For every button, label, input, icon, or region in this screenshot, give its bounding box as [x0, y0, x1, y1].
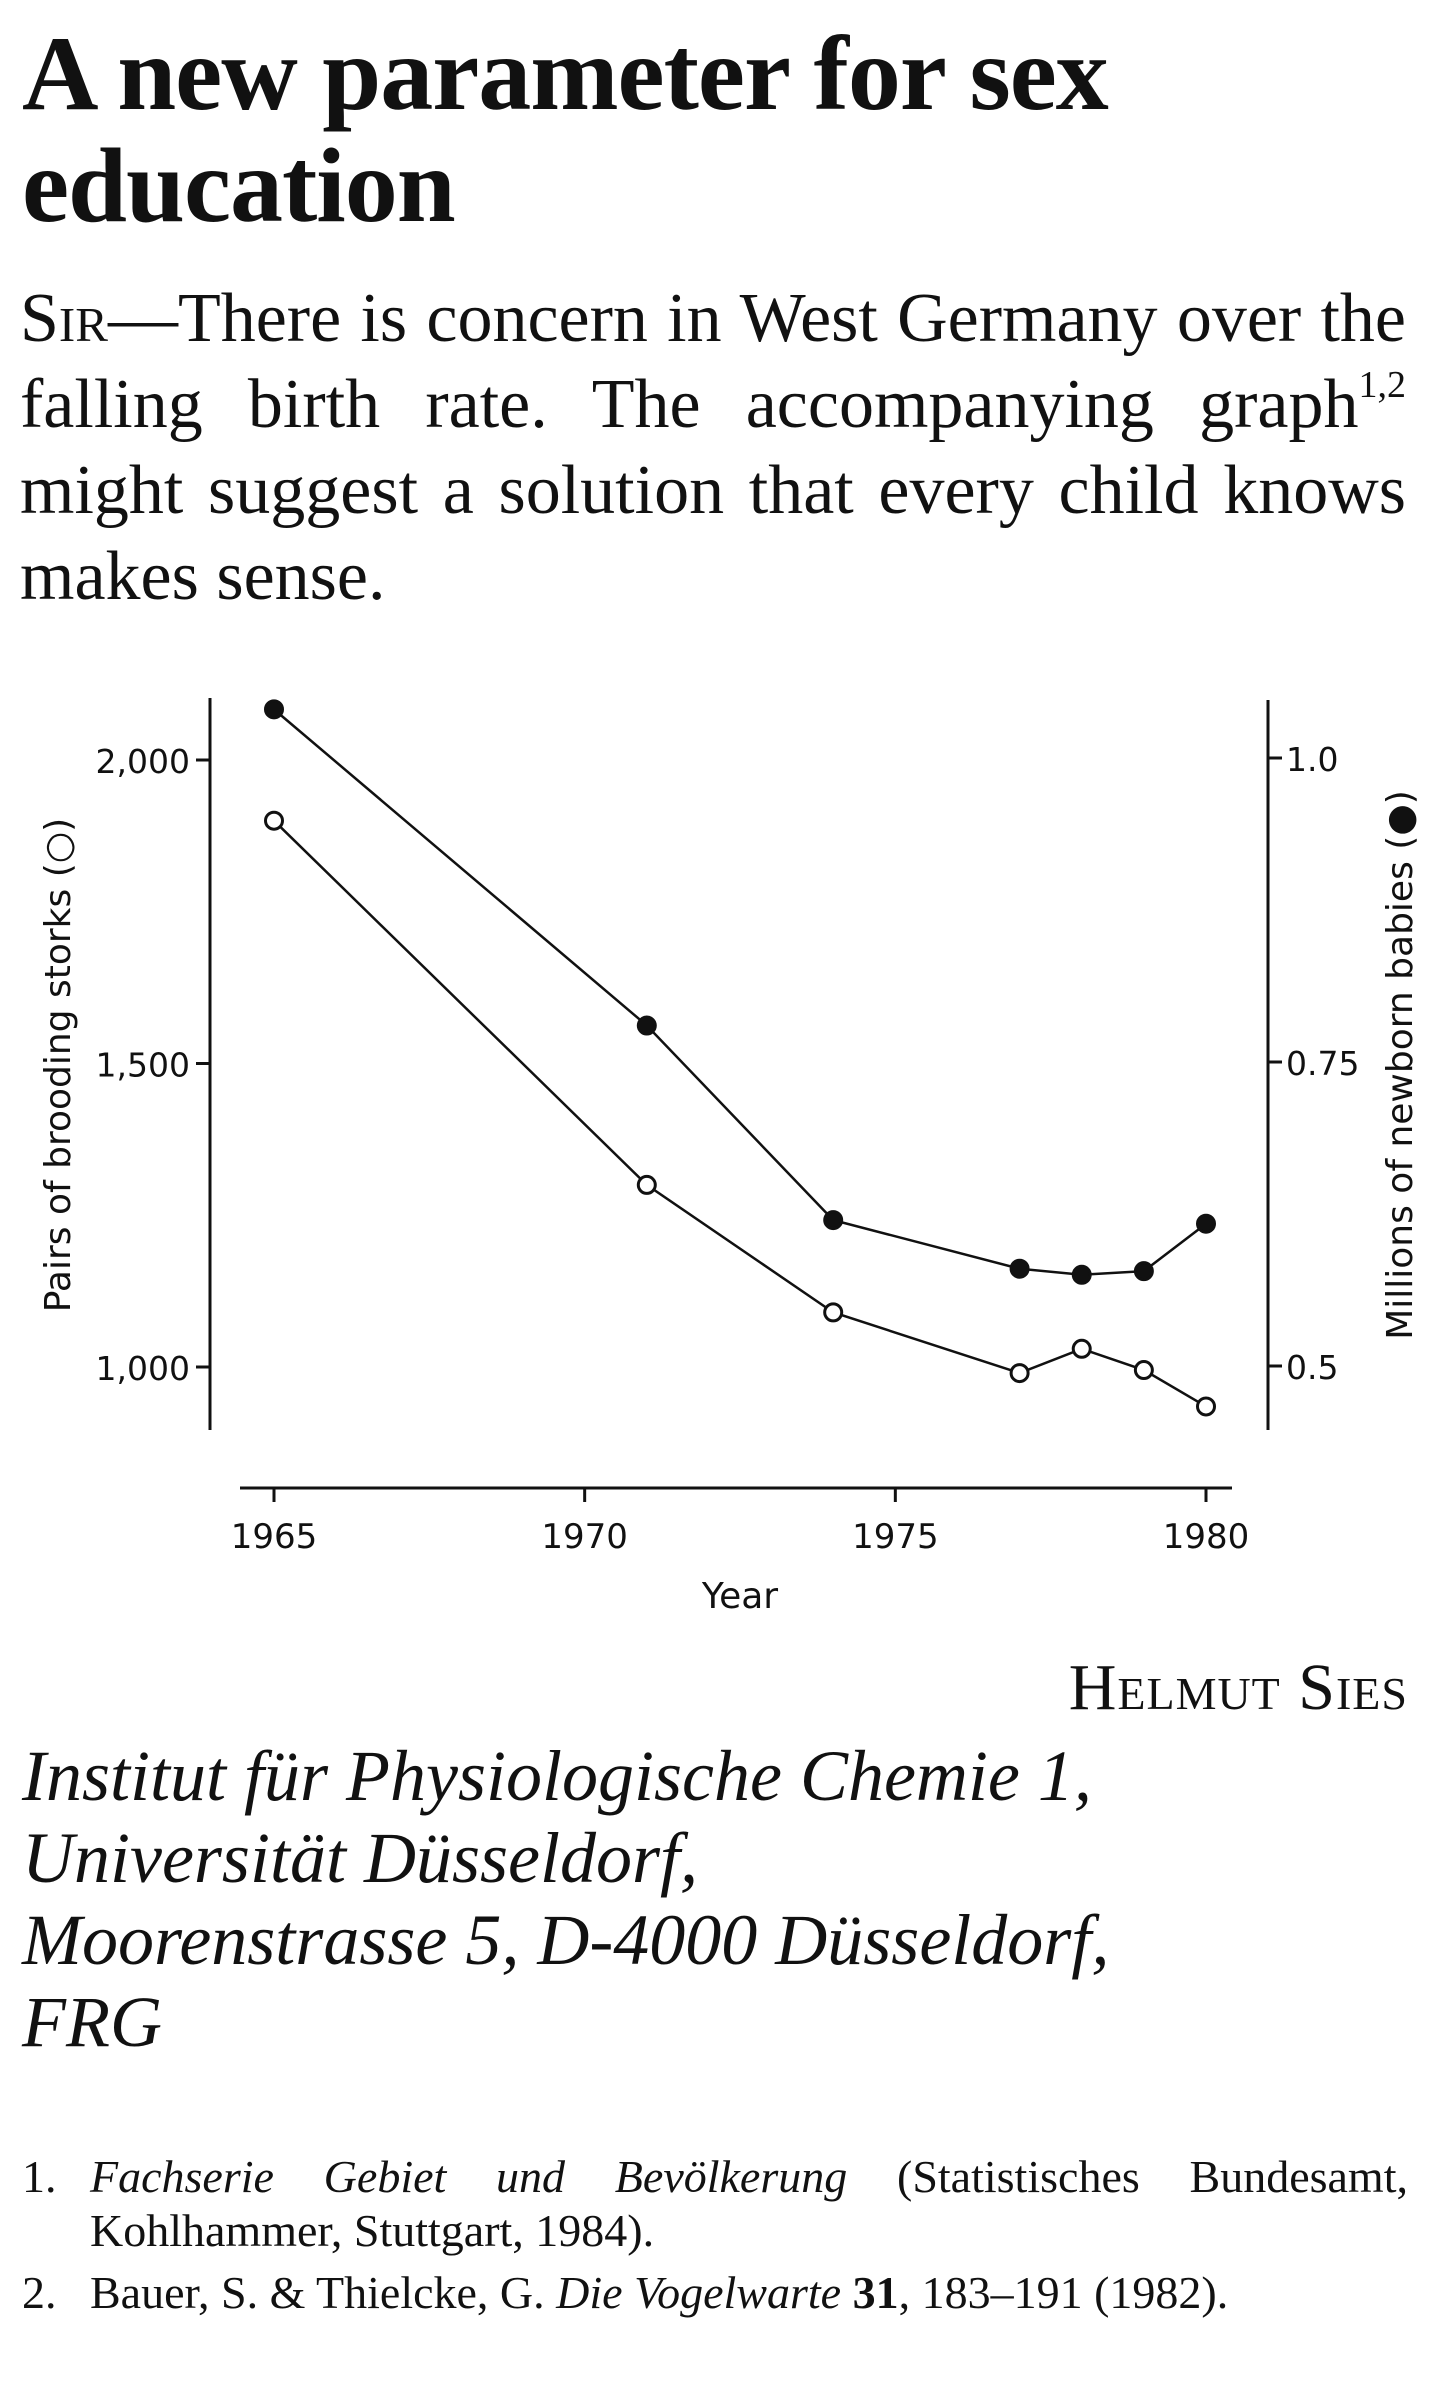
reference-journal: Die Vogelwarte [556, 2267, 842, 2318]
babies-series-line [273, 708, 1207, 1277]
affiliation: Institut für Physiologische Chemie 1, Un… [22, 1735, 1412, 2063]
affiliation-line: FRG [22, 1982, 162, 2062]
reference-item: 1. Fachserie Gebiet und Bevölkerung (Stat… [22, 2150, 1408, 2258]
chart-labels: 1,000 1,500 2,000 Pairs of brooding storks … [38, 740, 1421, 1617]
reference-item: 2. Bauer, S. & Thielcke, G. Die Vogelwart… [22, 2266, 1408, 2320]
babies-data-point [1071, 1264, 1092, 1285]
chart-axes [196, 698, 1282, 1502]
storks-data-point [1009, 1363, 1030, 1384]
babies-data-point [264, 699, 284, 720]
affiliation-line: Institut für Physiologische Chemie 1, [22, 1736, 1092, 1816]
reference-source: (Statistisches Bundesamt, Kohlhammer, St… [90, 2151, 1408, 2256]
author-name: Helmut Sies [1068, 1651, 1408, 1724]
storks-data-point [264, 810, 284, 831]
reference-title: Fachserie Gebiet und Bevölkerung [90, 2151, 848, 2202]
left-y-tick-label: 2,000 [96, 742, 190, 781]
storks-data-point [1133, 1360, 1154, 1381]
left-y-tick-label: 1,000 [96, 1349, 190, 1388]
storks-data-point [1071, 1338, 1092, 1359]
right-y-tick-label: 0.5 [1286, 1348, 1338, 1387]
babies-data-point [1133, 1261, 1154, 1282]
x-tick-label: 1980 [1163, 1517, 1250, 1557]
left-y-tick-label: 1,500 [96, 1046, 190, 1085]
stork-birth-chart: 1,000 1,500 2,000 Pairs of brooding storks … [38, 698, 1421, 1617]
affiliation-line: Moorenstrasse 5, D-4000 Düsseldorf, [22, 1900, 1110, 1980]
affiliation-line: Universität Düsseldorf, [22, 1818, 698, 1898]
x-tick-label: 1975 [852, 1517, 939, 1557]
right-y-tick-label: 0.75 [1286, 1044, 1359, 1083]
intro-text-end: might suggest a solution that every chil… [20, 452, 1406, 615]
right-y-axis-label: Millions of newborn babies (●) [1380, 790, 1421, 1340]
storks-data-point [1196, 1396, 1216, 1417]
intro-paragraph: Sir—There is concern in West Germany ove… [20, 276, 1406, 620]
reference-superscript: 1,2 [1358, 364, 1407, 406]
x-tick-label: 1965 [231, 1517, 318, 1557]
salutation: Sir [20, 280, 108, 357]
storks-data-point [823, 1302, 844, 1323]
reference-number: 1. [22, 2151, 57, 2202]
intro-text: —There is concern in West Germany over t… [20, 280, 1406, 443]
right-y-tick-label: 1.0 [1286, 740, 1338, 779]
babies-data-point [1196, 1213, 1216, 1234]
x-axis-label: Year [701, 1576, 778, 1617]
x-tick-label: 1970 [541, 1517, 628, 1557]
left-y-axis-label: Pairs of brooding storks (○) [38, 818, 79, 1312]
babies-data-point [823, 1210, 844, 1231]
reference-number: 2. [22, 2267, 57, 2318]
references: 1. Fachserie Gebiet und Bevölkerung (Stat… [22, 2150, 1408, 2328]
babies-data-point [636, 1015, 657, 1036]
babies-data-point [1009, 1258, 1030, 1279]
reference-authors: Bauer, S. & Thielcke, G. [90, 2267, 557, 2318]
storks-series-line [273, 819, 1207, 1408]
reference-volume: 31 [852, 2267, 899, 2318]
chart-series [264, 699, 1216, 1417]
article-title: A new parameter for sex education [22, 15, 1109, 244]
storks-data-point [636, 1174, 657, 1195]
reference-pages: , 183–191 (1982). [898, 2267, 1229, 2318]
